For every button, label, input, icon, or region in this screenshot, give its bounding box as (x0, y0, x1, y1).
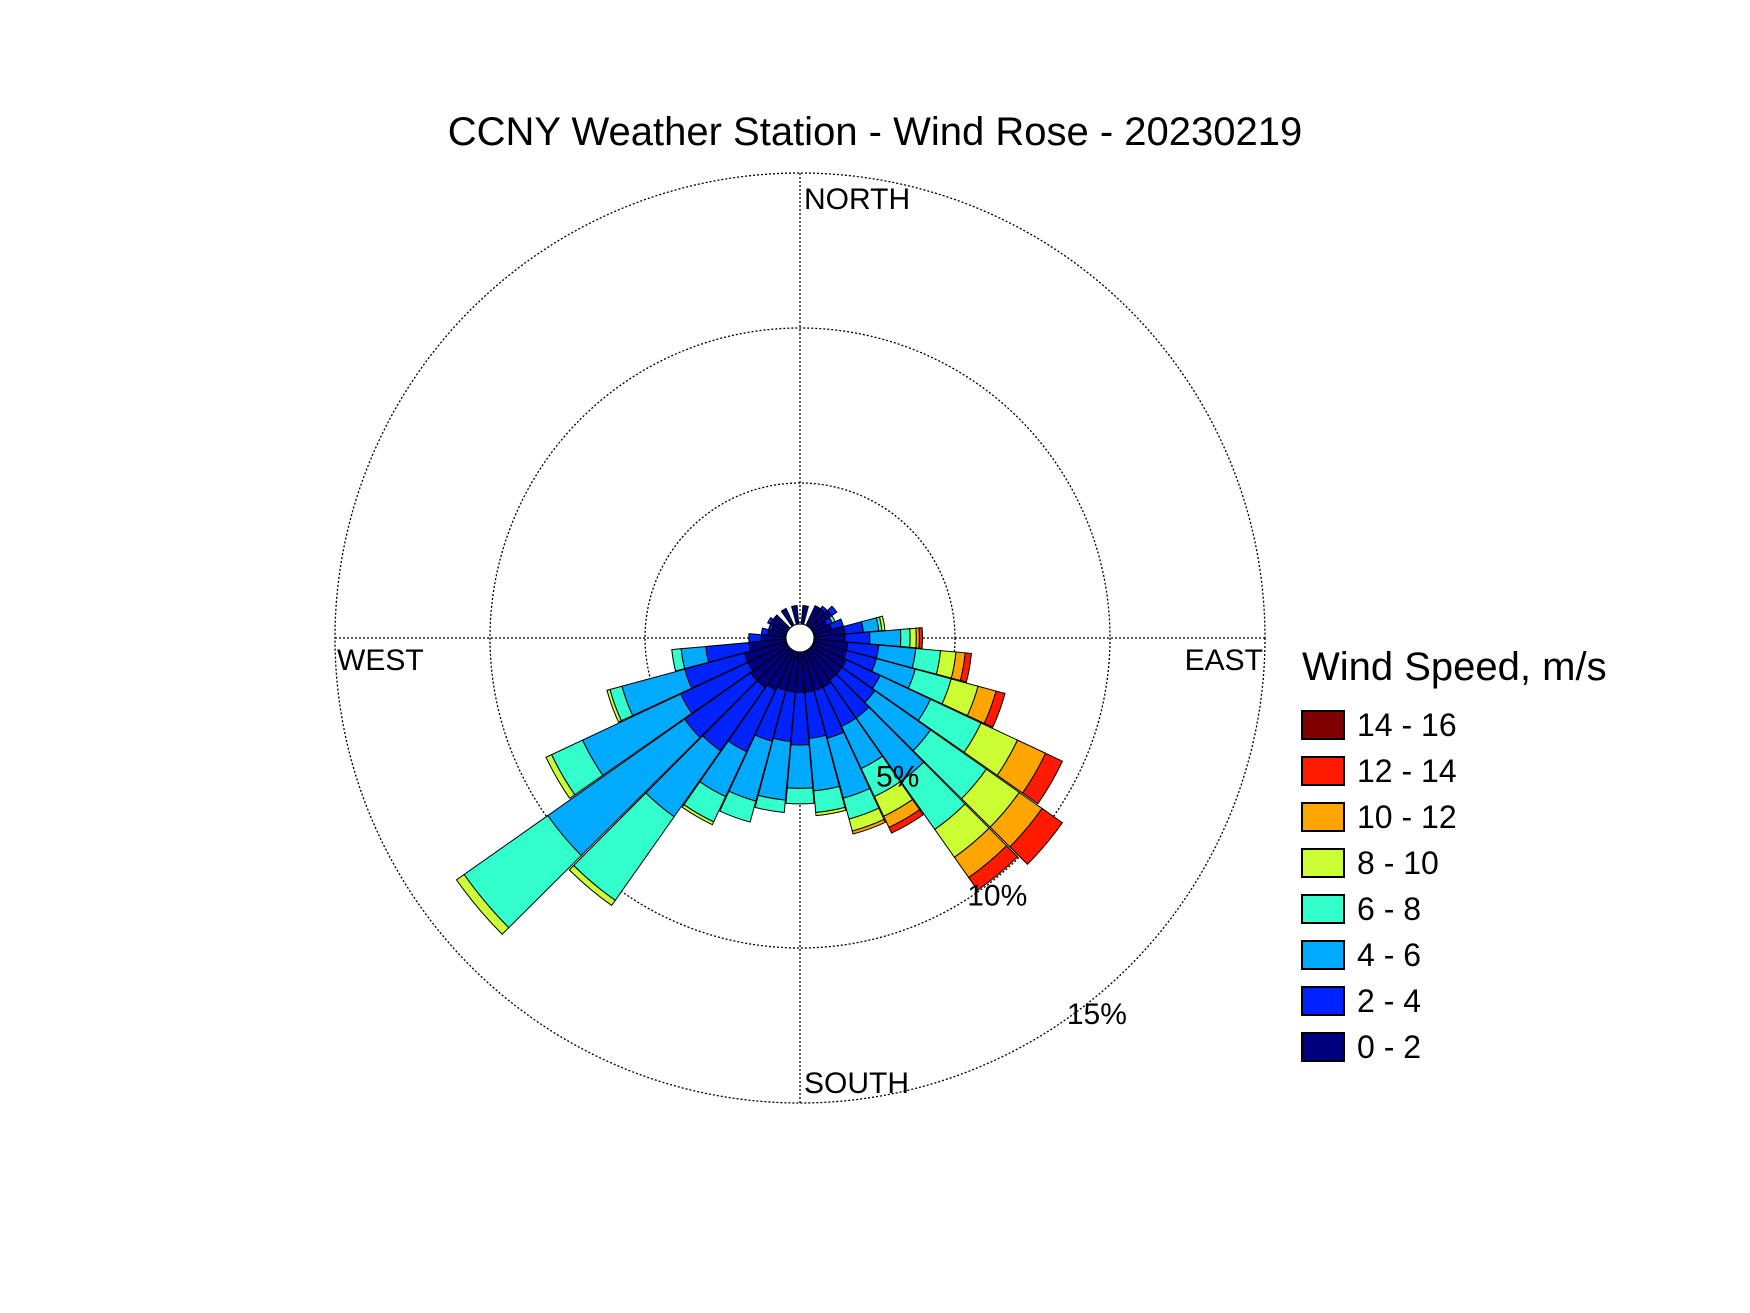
rose-segment (1021, 752, 1064, 805)
rose-bars (455, 604, 1064, 935)
ring-label-1: 5% (876, 761, 919, 794)
legend-swatch (1301, 802, 1345, 832)
legend-label: 8 - 10 (1357, 845, 1439, 881)
legend-label: 2 - 4 (1357, 983, 1421, 1019)
direction-label-north: NORTH (804, 183, 910, 216)
legend-label: 12 - 14 (1357, 753, 1457, 789)
ring-label-2: 10% (967, 879, 1027, 912)
legend-title: Wind Speed, m/s (1302, 645, 1607, 689)
calm-center (785, 623, 815, 653)
rose-segment (767, 616, 774, 625)
rose-segment (760, 627, 770, 636)
rose-segment (842, 621, 864, 635)
rose-segment (786, 744, 814, 789)
polar-labels: NORTH EAST SOUTH WEST 5% 10% 15% (337, 183, 1263, 1100)
rose-segment (815, 806, 847, 817)
rose-segment (967, 845, 1019, 891)
direction-label-south: SOUTH (804, 1067, 909, 1100)
rose-segment (568, 864, 616, 907)
rose-segment (909, 627, 917, 649)
rose-segment (888, 809, 924, 834)
legend-label: 10 - 12 (1357, 799, 1457, 835)
rose-segment (545, 753, 576, 800)
direction-label-east: EAST (1185, 644, 1263, 677)
rose-segment (455, 873, 510, 935)
legend-swatch (1301, 894, 1345, 924)
rose-segment (959, 652, 972, 683)
direction-label-west: WEST (337, 644, 424, 677)
rose-segment (869, 628, 902, 648)
legend: Wind Speed, m/s 14 - 16 12 - 14 10 - 12 8 - … (1301, 645, 1607, 1065)
legend-label: 4 - 6 (1357, 937, 1421, 973)
ring-label-3: 15% (1067, 998, 1127, 1031)
rose-segment (606, 688, 622, 723)
rose-segment (851, 818, 887, 835)
legend-swatch (1301, 940, 1345, 970)
legend-label: 14 - 16 (1357, 707, 1457, 743)
rose-segment (748, 633, 762, 643)
legend-swatch (1301, 1032, 1345, 1062)
rose-segment (719, 790, 757, 823)
legend-label: 6 - 8 (1357, 891, 1421, 927)
legend-swatch (1301, 848, 1345, 878)
legend-swatch (1301, 756, 1345, 786)
rose-segment (983, 690, 1006, 728)
rose-segment (754, 794, 786, 814)
rose-segment (899, 628, 911, 648)
rose-segment (860, 617, 880, 633)
rose-segment (681, 803, 715, 826)
rose-segment (785, 787, 815, 805)
legend-swatch (1301, 710, 1345, 740)
rose-segment (918, 627, 923, 649)
legend-label: 0 - 2 (1357, 1029, 1421, 1065)
rose-segment (671, 648, 686, 672)
rose-segment (826, 605, 838, 617)
rose-segment (1009, 807, 1064, 866)
chart-title: CCNY Weather Station - Wind Rose - 20230… (447, 110, 1303, 154)
legend-swatch (1301, 986, 1345, 1016)
grid-ring-2 (489, 327, 1111, 949)
